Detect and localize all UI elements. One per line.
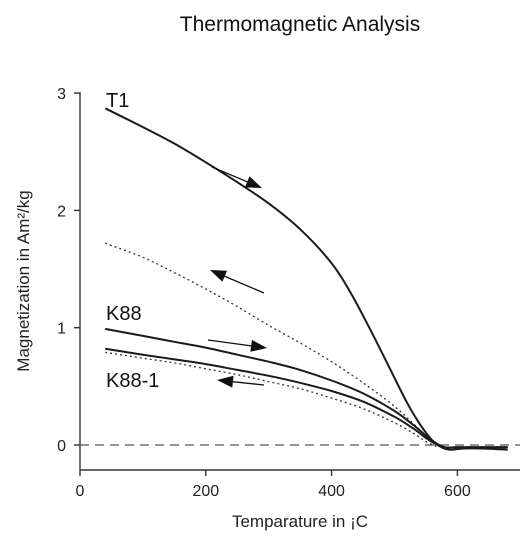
arrow-shaft <box>225 276 264 293</box>
k88-1-cooling-arrow <box>217 376 264 388</box>
y-tick-label: 3 <box>57 86 66 103</box>
arrow-head <box>217 376 234 388</box>
arrow-head <box>245 176 262 188</box>
axes <box>80 92 520 470</box>
arrow-head <box>210 270 227 282</box>
y-tick-label: 1 <box>57 321 66 338</box>
x-tick-label: 400 <box>318 483 345 500</box>
x-tick-label: 600 <box>444 483 471 500</box>
curve-label-t1: T1 <box>106 90 129 112</box>
curve-label-k88-1: K88-1 <box>106 370 159 392</box>
x-tick-label: 0 <box>76 483 85 500</box>
chart-title: Thermomagnetic Analysis <box>180 13 420 36</box>
curves <box>105 108 508 449</box>
y-tick-label: 0 <box>57 438 66 455</box>
curve-label-k88: K88 <box>106 303 142 325</box>
k88-1-heating-curve <box>105 349 508 448</box>
t1-cooling-arrow <box>210 270 264 293</box>
x-axis-label: Temparature in ¡C <box>232 512 368 531</box>
y-tick-label: 2 <box>57 203 66 220</box>
arrow-head <box>250 340 267 352</box>
arrow-shaft <box>233 382 264 385</box>
t1-heating-curve <box>105 108 508 449</box>
x-tick-label: 200 <box>192 483 219 500</box>
t1-heating-arrow <box>212 167 262 188</box>
y-axis-label: Magnetization in Am²/kg <box>14 190 33 371</box>
arrow-shaft <box>208 340 251 346</box>
arrow-shaft <box>212 167 247 182</box>
